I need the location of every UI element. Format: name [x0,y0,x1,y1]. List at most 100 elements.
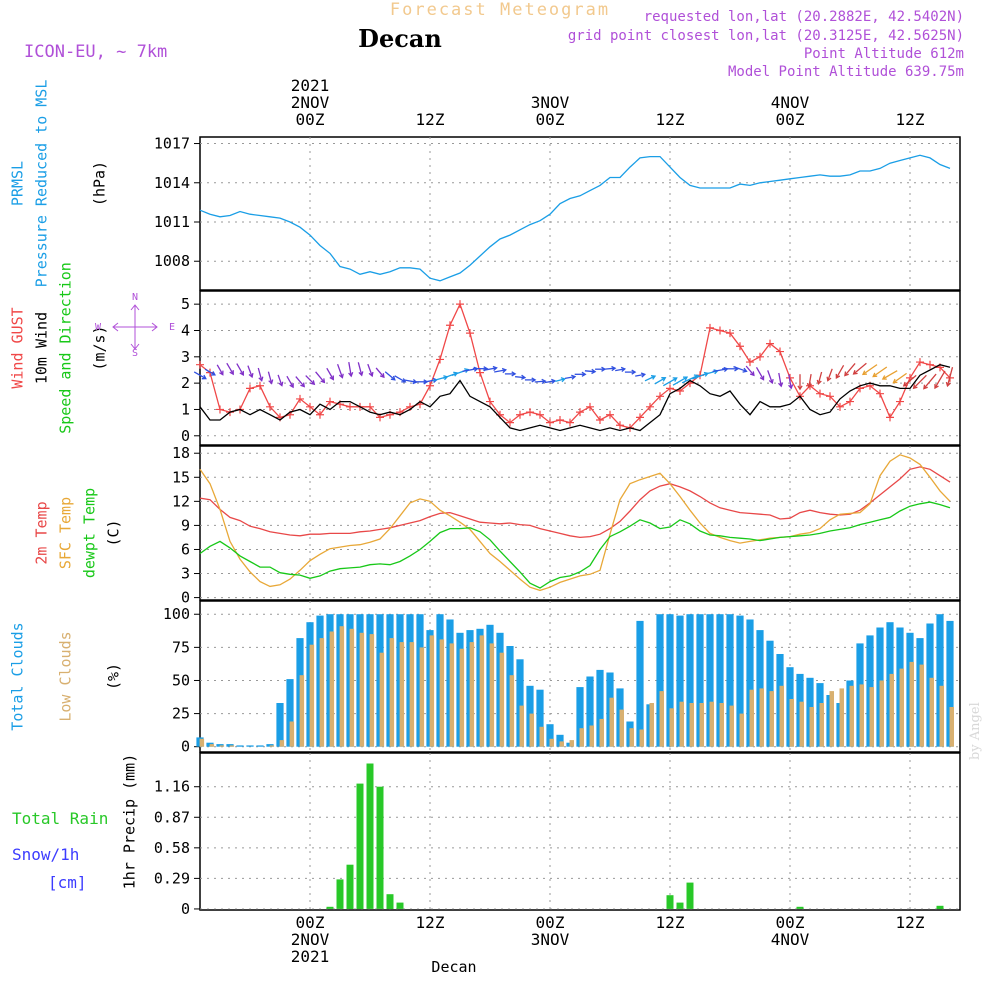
wind-arrow-head [902,381,908,387]
bar-low-clouds [229,745,235,747]
bar-low-clouds [559,741,564,747]
y-tick-label: 0 [181,900,190,918]
wind-arrow-head [611,365,617,372]
wind-arrow-head [560,377,566,383]
wind-arrow-head [650,375,657,380]
wind-arrow-head [591,368,597,375]
top-time-label: 3NOV [531,93,570,112]
ylabel-1hr-precip: 1hr Precip (mm) [121,754,139,889]
wind-arrow-head [749,371,755,377]
bar-total-clouds [726,614,734,747]
compass-arrows [112,304,158,350]
bottom-time-label: 00Z [536,913,565,932]
bar-low-clouds [329,631,335,747]
panel-frame [199,445,961,601]
wind-arrow-head [511,371,517,377]
wind-arrow-head [788,384,794,390]
wind-arrow-head [797,385,803,391]
bottom-time-label: 2NOV [291,930,330,949]
compass-e: E [169,322,175,333]
gust-marker [436,355,444,364]
bar-total-rain [326,906,334,909]
gust-marker [446,321,454,330]
wind-direction-arrow [946,367,954,387]
wind-arrow-head [912,384,918,390]
panel-frame [199,752,961,911]
wind-direction-arrow [216,364,224,375]
wind-arrow-head [464,368,470,374]
wind-arrow-head [934,384,939,390]
series-line-10m-wind [199,364,951,432]
wind-arrow-head [683,376,689,381]
bar-total-rain [796,906,804,909]
wind-arrow-head [338,373,344,379]
bar-total-clouds [716,614,724,747]
gust-marker [606,410,614,419]
y-tick-label: 2 [181,374,190,392]
bar-total-rain [396,902,404,909]
bottom-time-label: 3NOV [531,930,570,949]
ylabel-unit: (m/s) [91,325,109,370]
model-point-altitude: Model Point Altitude 639.75m [727,64,964,80]
ylabel-sfc-temp: SFC Temp [57,497,75,569]
gust-marker [456,300,464,309]
top-time-label: 12Z [656,110,685,129]
grid-point-coordinates: grid point closest lon,lat (20.3125E, 42… [567,28,964,44]
gust-marker [896,397,904,406]
ylabel-2m-temp: 2m Temp [33,501,51,564]
bar-total-rain [666,895,674,909]
bar-low-clouds [549,738,554,747]
bar-low-clouds [779,685,784,747]
gust-marker [656,392,664,401]
wind-arrow-head [390,375,396,381]
gust-marker [256,381,264,390]
ylabel-10m-wind: 10m Wind [33,312,51,384]
bar-low-clouds [819,703,824,747]
bar-low-clouds [729,705,734,747]
wind-arrow-head [806,382,812,389]
meteogram-title: Forecast Meteogram [389,0,611,20]
wind-direction-arrow [326,367,334,380]
wind-arrow-head [601,366,607,372]
wind-arrow-head [278,381,284,387]
wind-arrow-head [945,381,951,388]
bar-total-rain [686,882,694,909]
wind-arrow-head [358,371,364,377]
bar-low-clouds [879,680,884,747]
wind-direction-arrow [778,372,782,387]
bar-low-clouds [609,697,614,747]
wind-arrow-head [923,384,928,390]
series-line-wind-gust [199,302,951,429]
gust-marker [886,413,894,422]
bar-low-clouds [199,738,205,747]
gust-marker [736,342,744,351]
ylabel-total-clouds: Total Clouds [9,622,27,730]
wind-direction-arrow [635,373,645,377]
bar-low-clouds [569,740,574,747]
bar-low-clouds [619,709,624,747]
bar-total-clouds [686,614,694,747]
y-tick-label: 3 [181,565,190,583]
bar-low-clouds [629,728,634,747]
wind-direction-arrow [247,365,253,378]
y-tick-label: 100 [163,605,190,623]
wind-arrow-head [672,377,678,382]
bar-low-clouds [339,626,345,747]
location-name: Decan [358,24,442,53]
y-tick-label: 1008 [154,252,190,270]
y-tick-label: 0.29 [154,869,190,887]
top-time-label: 2021 [291,76,330,95]
bar-low-clouds [269,745,275,747]
bar-total-rain [676,902,684,909]
wind-arrow-head [826,376,832,382]
bottom-time-label: 12Z [656,913,685,932]
wind-direction-arrow [862,364,878,375]
wind-arrow-head [759,375,765,381]
y-tick-label: 9 [181,516,190,534]
compass-s: S [132,348,138,359]
wind-direction-arrow [357,362,363,376]
bar-total-clouds [546,724,554,747]
y-tick-label: 1011 [154,213,190,231]
bar-low-clouds [299,675,305,747]
bar-total-clouds [246,745,254,747]
